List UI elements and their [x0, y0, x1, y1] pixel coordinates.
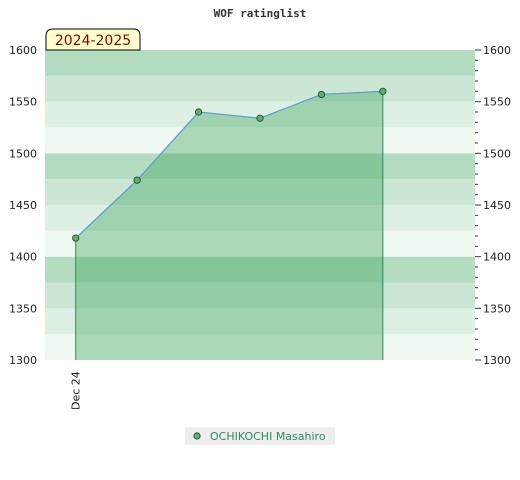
background-band [45, 256, 475, 283]
background-band [45, 127, 475, 154]
y-tick-label-right: 1500 [483, 147, 511, 160]
y-tick-label-left: 1300 [9, 354, 37, 367]
y-tick-label-right: 1600 [483, 44, 511, 57]
legend: OCHIKOCHI Masahiro [185, 427, 335, 445]
y-tick-label-left: 1400 [9, 251, 37, 264]
legend-series-label: OCHIKOCHI Masahiro [210, 430, 326, 443]
y-tick-label-right: 1400 [483, 251, 511, 264]
background-band [45, 205, 475, 231]
y-tick-label-left: 1350 [9, 302, 37, 315]
y-tick-label-right: 1300 [483, 354, 511, 367]
y-tick-label-left: 1500 [9, 147, 37, 160]
chart-title: WOF ratinglist [214, 7, 307, 20]
data-point [194, 108, 203, 116]
y-axis-left: 1300 1350 1400 1450 1500 1550 1600 [9, 44, 37, 367]
x-axis: Dec 24 [70, 371, 83, 410]
background-band [45, 153, 475, 180]
background-band [45, 101, 475, 128]
y-tick-label-left: 1600 [9, 44, 37, 57]
season-badge-bg [45, 28, 141, 51]
y-tick-label-left: 1450 [9, 199, 37, 212]
series-area [75, 91, 383, 360]
season-badge: 2024-2025 [45, 28, 141, 51]
data-point [379, 87, 387, 95]
background-bands [45, 50, 475, 360]
points-layer [72, 87, 387, 242]
y-axis-right: 1300 1350 1400 1450 1500 1550 1600 [475, 44, 511, 367]
series-line [75, 90, 383, 239]
background-band [45, 282, 475, 309]
background-band [45, 334, 475, 360]
x-tick-label: Dec 24 [70, 371, 83, 410]
season-label: 2024-2025 [55, 33, 131, 49]
data-point [256, 114, 264, 122]
legend-bg [185, 427, 335, 445]
y-tick-label-right: 1450 [483, 199, 511, 212]
data-point [317, 90, 326, 99]
y-tick-label-right: 1350 [483, 302, 511, 315]
background-band [45, 230, 475, 257]
background-band [45, 179, 475, 205]
background-band [45, 50, 475, 76]
area-layer [75, 90, 384, 360]
background-band [45, 75, 475, 102]
legend-marker [193, 432, 201, 440]
background-band [45, 308, 475, 335]
y-tick-label-right: 1550 [483, 96, 511, 109]
data-point [133, 176, 141, 184]
y-tick-label-left: 1550 [9, 96, 37, 109]
data-point [72, 234, 80, 242]
